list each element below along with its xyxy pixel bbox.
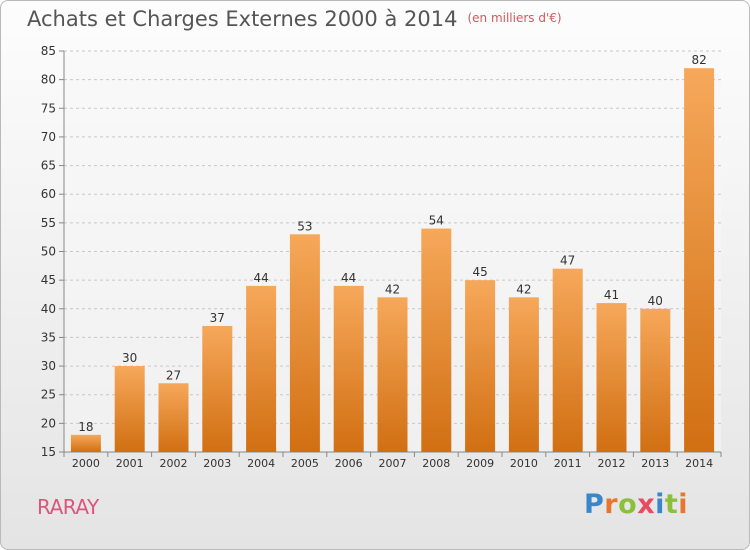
bar-value-label: 45 (472, 265, 487, 279)
x-tick-label: 2000 (72, 457, 100, 470)
x-tick-label: 2003 (203, 457, 231, 470)
x-tick-label: 2004 (247, 457, 275, 470)
bar-value-label: 44 (341, 271, 356, 285)
y-tick-label: 40 (41, 302, 56, 316)
bar-value-label: 41 (604, 288, 619, 302)
logo-letter: t (664, 489, 679, 520)
logo-letter: r (604, 489, 619, 520)
logo-letter: x (637, 489, 656, 520)
bar-value-label: 30 (122, 351, 137, 365)
proxiti-logo: Proxiti (584, 489, 688, 520)
y-tick-label: 75 (41, 101, 56, 115)
y-tick-label: 45 (41, 273, 56, 287)
bar-value-label: 47 (560, 254, 575, 268)
x-tick-label: 2007 (379, 457, 407, 470)
y-tick-label: 70 (41, 130, 56, 144)
y-tick-label: 55 (41, 216, 56, 230)
x-tick-label: 2006 (335, 457, 363, 470)
chart-title-text: Achats et Charges Externes 2000 à 2014 (27, 7, 458, 31)
bar-value-label: 44 (253, 271, 268, 285)
bar-value-label: 40 (648, 294, 663, 308)
y-tick-label: 80 (41, 73, 56, 87)
x-tick-label: 2012 (598, 457, 626, 470)
bar (202, 325, 233, 452)
y-tick-label: 15 (41, 445, 56, 459)
logo-letter: i (678, 489, 689, 520)
location-label: RARAY (37, 495, 99, 519)
bar-value-label: 18 (78, 420, 93, 434)
x-tick-label: 2009 (466, 457, 494, 470)
bar (289, 234, 320, 452)
y-tick-label: 85 (41, 44, 56, 58)
bar (508, 297, 539, 452)
bar-value-label: 54 (429, 214, 444, 228)
chart-unit: (en milliers d'€) (467, 11, 562, 25)
x-tick-label: 2011 (554, 457, 582, 470)
bar (114, 366, 145, 452)
bar (246, 285, 277, 452)
bar (70, 434, 101, 452)
bar-value-label: 37 (210, 311, 225, 325)
y-tick-label: 25 (41, 388, 56, 402)
logo-letter: o (618, 489, 638, 520)
bar-value-label: 27 (166, 368, 181, 382)
x-tick-label: 2014 (685, 457, 713, 470)
bar (465, 280, 496, 452)
bar-value-label: 42 (516, 282, 531, 296)
x-tick-label: 2001 (116, 457, 144, 470)
y-tick-label: 35 (41, 330, 56, 344)
bar (421, 228, 452, 452)
x-tick-label: 2005 (291, 457, 319, 470)
bar (640, 308, 671, 452)
bar (552, 268, 583, 452)
bar-value-label: 53 (297, 219, 312, 233)
logo-letter: P (584, 489, 605, 520)
bar (333, 285, 364, 452)
bar-value-label: 82 (691, 53, 706, 67)
y-tick-label: 20 (41, 416, 56, 430)
bar-value-label: 42 (385, 282, 400, 296)
y-tick-label: 30 (41, 359, 56, 373)
bar (377, 297, 408, 452)
y-tick-label: 60 (41, 187, 56, 201)
x-tick-label: 2008 (422, 457, 450, 470)
y-tick-label: 50 (41, 245, 56, 259)
bar (158, 383, 189, 452)
bar (596, 303, 627, 452)
logo-letter: i (655, 489, 665, 520)
x-tick-label: 2010 (510, 457, 538, 470)
bar (684, 68, 715, 452)
x-tick-label: 2013 (641, 457, 669, 470)
y-tick-label: 65 (41, 159, 56, 173)
chart-title: Achats et Charges Externes 2000 à 2014 (e… (27, 7, 562, 31)
x-tick-label: 2002 (160, 457, 188, 470)
